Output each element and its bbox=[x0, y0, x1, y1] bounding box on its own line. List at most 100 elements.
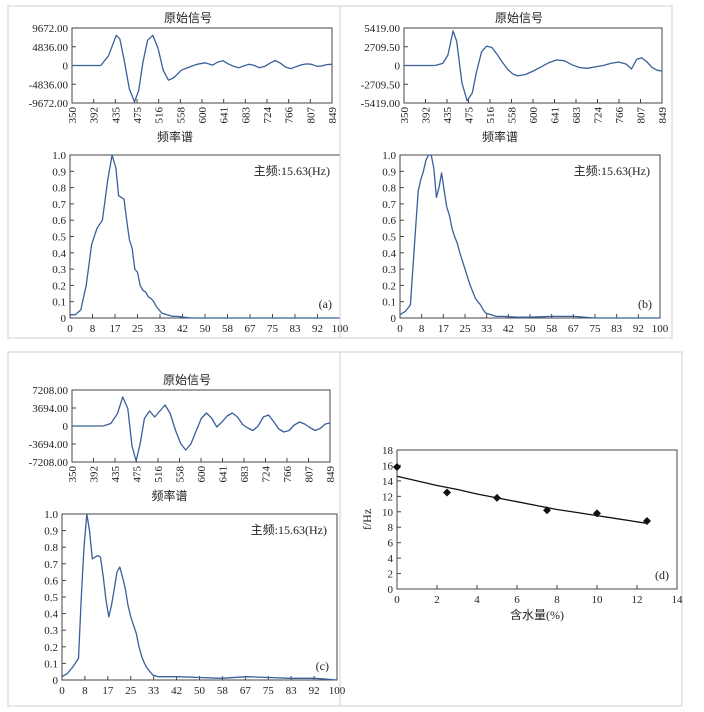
panel-a-spectrum-ytick-label: 0.5 bbox=[52, 232, 66, 244]
panel-a-signal-xtick-label: 392 bbox=[89, 107, 101, 124]
panel-a-spectrum-xtick-label: 17 bbox=[110, 323, 122, 335]
panel-b-spectrum-ytick-label: 0.3 bbox=[382, 264, 396, 276]
panel-c-spectrum-xtick-label: 33 bbox=[148, 685, 160, 697]
panel-a-spectrum-ytick-label: 0.7 bbox=[52, 199, 66, 211]
panel-b-signal-xtick-label: 392 bbox=[421, 107, 433, 124]
panel-a-spectrum-xtick-label: 92 bbox=[312, 323, 323, 335]
panel-b-signal-xtick-label: 766 bbox=[614, 107, 626, 124]
panel-c-signal-xtick-label: 683 bbox=[239, 466, 251, 483]
panel-c-spectrum-xtick-label: 25 bbox=[125, 685, 137, 697]
panel-b-spectrum-ytick-label: 0.6 bbox=[382, 215, 396, 227]
panel-b-spectrum-ytick-label: 0.9 bbox=[382, 166, 396, 178]
panel-a-spectrum-xtick-label: 75 bbox=[267, 323, 279, 335]
panel-d-ytick-label: 14 bbox=[382, 476, 394, 488]
panel-c-signal-ytick-label: -3694.00 bbox=[29, 439, 69, 451]
panel-d-data-point bbox=[593, 509, 601, 518]
panel-d-ytick-label: 12 bbox=[382, 491, 393, 503]
panel-c-spectrum-frame bbox=[61, 513, 338, 681]
panel-b-signal-xtick-label: 475 bbox=[464, 107, 476, 124]
panel-c-spectrum-ytick-label: 0.3 bbox=[44, 625, 58, 637]
panel-a-spectrum-xtick-label: 0 bbox=[67, 323, 73, 335]
panel-b-spectrum-xtick-label: 33 bbox=[481, 323, 493, 335]
panel-a-spectrum-panel-label: (a) bbox=[319, 297, 332, 311]
panel-c-signal-xtick-label: 435 bbox=[110, 466, 122, 483]
panel-d-data-point bbox=[493, 493, 501, 502]
panel-c-spectrum-panel-label: (c) bbox=[316, 659, 329, 673]
panel-b-spectrum-dominant-frequency: 主频:15.63(Hz) bbox=[574, 164, 650, 178]
panel-d-data-point bbox=[543, 506, 551, 515]
panel-c-spectrum-ytick-label: 0.4 bbox=[44, 609, 58, 621]
panel-a-signal-ytick-label: 0 bbox=[63, 61, 69, 73]
panel-d-data-point bbox=[393, 462, 401, 471]
panel-c-spectrum-ytick-label: 0.6 bbox=[44, 575, 58, 587]
panel-a-spectrum-frame bbox=[69, 154, 341, 319]
panel-c-spectrum-xtick-label: 67 bbox=[240, 685, 252, 697]
panel-c-signal-xtick-label: 558 bbox=[175, 466, 187, 483]
panel-a-signal-xtick-label: 807 bbox=[305, 107, 317, 124]
panel-c-spectrum-ytick-label: 0.5 bbox=[44, 592, 58, 604]
panel-a-spectrum-xtick-label: 33 bbox=[155, 323, 167, 335]
panel-a-spectrum-xtick-label: 25 bbox=[132, 323, 144, 335]
panel-c-signal-xtick-label: 600 bbox=[196, 466, 208, 483]
panel-a-spectrum-ytick-label: 1.0 bbox=[52, 150, 66, 162]
panel-b-spectrum-ytick-label: 0.5 bbox=[382, 232, 396, 244]
panel-b-spectrum-ytick-label: 1.0 bbox=[382, 150, 396, 162]
panel-b-spectrum-frame bbox=[399, 154, 661, 319]
panel-d-ytick-label: 10 bbox=[382, 507, 394, 519]
panel-b-spectrum-ytick-label: 0.2 bbox=[382, 280, 396, 292]
panel-d-xlabel: 含水量(%) bbox=[510, 607, 564, 622]
panel-b-signal-ytick-label: 2709.50 bbox=[364, 42, 400, 54]
panel-d-xtick-label: 14 bbox=[672, 594, 684, 606]
panel-b-spectrum-xtick-label: 8 bbox=[419, 323, 425, 335]
panel-c-signal-xtick-label: 475 bbox=[132, 466, 144, 483]
panel-c-signal-xtick-label: 849 bbox=[325, 466, 337, 483]
panel-d-xtick-label: 8 bbox=[554, 594, 560, 606]
panel-b-spectrum-xtick-label: 42 bbox=[503, 323, 514, 335]
panel-b-signal-ytick-label: 0 bbox=[395, 61, 401, 73]
panel-c-spectrum-dominant-frequency: 主频:15.63(Hz) bbox=[251, 523, 327, 537]
panel-b-signal-frame bbox=[403, 27, 663, 104]
panel-c-spectrum-ytick-label: 0 bbox=[53, 675, 59, 687]
panel-a-signal-ytick-label: 9672.00 bbox=[32, 23, 68, 35]
panel-d-panel-label: (d) bbox=[655, 568, 669, 582]
panel-a-signal-xtick-label: 350 bbox=[67, 107, 79, 124]
panel-d-xtick-label: 4 bbox=[474, 594, 480, 606]
panel-c-spectrum-xtick-label: 58 bbox=[217, 685, 229, 697]
panel-b-spectrum-ytick-label: 0.4 bbox=[382, 248, 396, 260]
panel-a-spectrum-title: 频率谱 bbox=[157, 129, 193, 144]
panel-c-spectrum-ytick-label: 0.2 bbox=[44, 642, 58, 654]
panel-a-spectrum-ytick-label: 0.3 bbox=[52, 264, 66, 276]
panel-a-spectrum-dominant-frequency: 主频:15.63(Hz) bbox=[254, 164, 330, 178]
panel-b-spectrum-xtick-label: 58 bbox=[546, 323, 558, 335]
panel-b-signal-xtick-label: 558 bbox=[507, 107, 519, 124]
panel-c-signal-frame bbox=[71, 389, 331, 463]
panel-a-signal-ytick-label: 4836.00 bbox=[32, 42, 68, 54]
panel-c-spectrum-ytick-label: 1.0 bbox=[44, 509, 58, 521]
panel-b-spectrum-ytick-label: 0.7 bbox=[382, 199, 396, 211]
panel-b-signal-xtick-label: 350 bbox=[399, 107, 411, 124]
panel-c-spectrum-ytick-label: 0.1 bbox=[44, 658, 58, 670]
panel-d-data-point bbox=[443, 488, 451, 497]
panel-d-xtick-label: 10 bbox=[592, 594, 604, 606]
panel-d-ytick-label: 0 bbox=[388, 584, 394, 596]
panel-c-signal-title: 原始信号 bbox=[163, 373, 211, 387]
panel-d-ytick-label: 4 bbox=[388, 553, 394, 565]
panel-a-signal-xtick-label: 435 bbox=[110, 107, 122, 124]
panel-c-spectrum-xtick-label: 42 bbox=[171, 685, 182, 697]
panel-a-signal-title: 原始信号 bbox=[164, 11, 212, 25]
panel-a-spectrum-xtick-label: 8 bbox=[90, 323, 96, 335]
panel-a-signal-xtick-label: 724 bbox=[262, 107, 274, 124]
panel-b-signal-xtick-label: 849 bbox=[657, 107, 669, 124]
panel-c-spectrum-ytick-label: 0.8 bbox=[44, 542, 58, 554]
panel-d-ytick-label: 16 bbox=[382, 460, 394, 472]
panel-a-signal-xtick-label: 683 bbox=[240, 106, 252, 123]
panel-b-spectrum-xtick-label: 100 bbox=[652, 323, 669, 335]
panel-b-spectrum-xtick-label: 25 bbox=[460, 323, 472, 335]
panel-a-signal-ytick-label: -4836.00 bbox=[29, 79, 69, 91]
panel-c-signal-ytick-label: 0 bbox=[63, 421, 69, 433]
panel-c-spectrum-xtick-label: 17 bbox=[102, 685, 114, 697]
panel-a-signal-ytick-label: -9672.00 bbox=[29, 98, 69, 110]
panel-c-signal-xtick-label: 807 bbox=[304, 466, 316, 483]
panel-b-signal-xtick-label: 683 bbox=[571, 107, 583, 124]
